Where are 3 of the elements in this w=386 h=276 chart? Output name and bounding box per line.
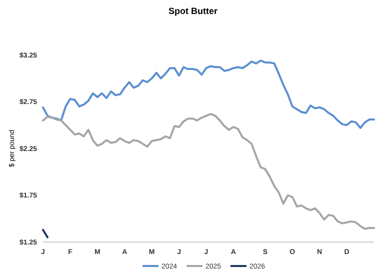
line-series bbox=[42, 60, 375, 129]
line-series bbox=[42, 112, 375, 230]
chart-title: Spot Butter bbox=[168, 6, 218, 16]
